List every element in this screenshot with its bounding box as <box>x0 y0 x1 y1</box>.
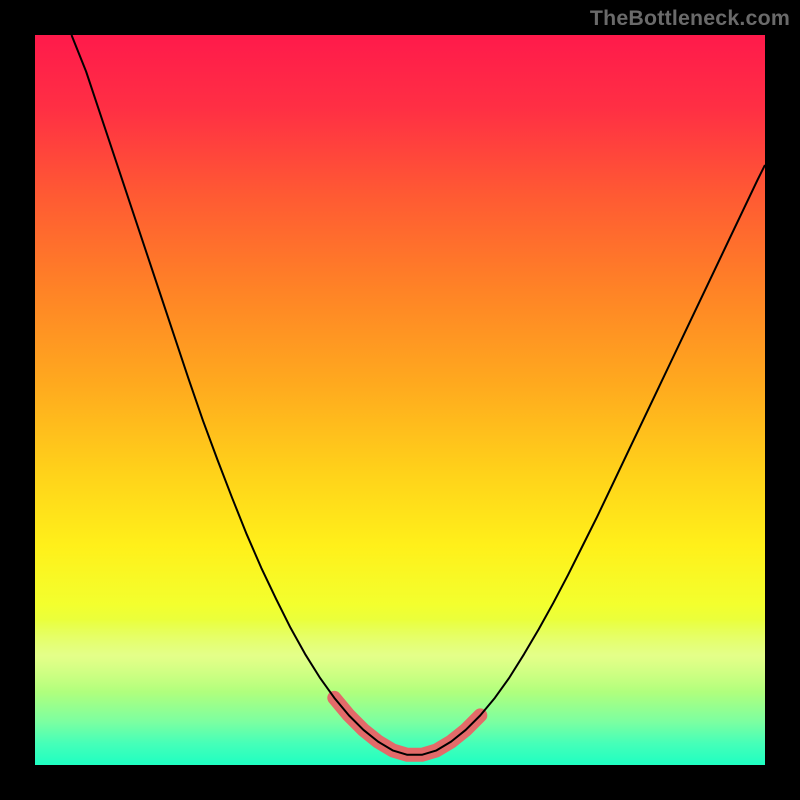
bottleneck-chart <box>35 35 765 765</box>
haze-band <box>35 619 765 692</box>
plot-area <box>35 35 765 765</box>
watermark-text: TheBottleneck.com <box>590 6 790 31</box>
outer-frame: TheBottleneck.com <box>0 0 800 800</box>
